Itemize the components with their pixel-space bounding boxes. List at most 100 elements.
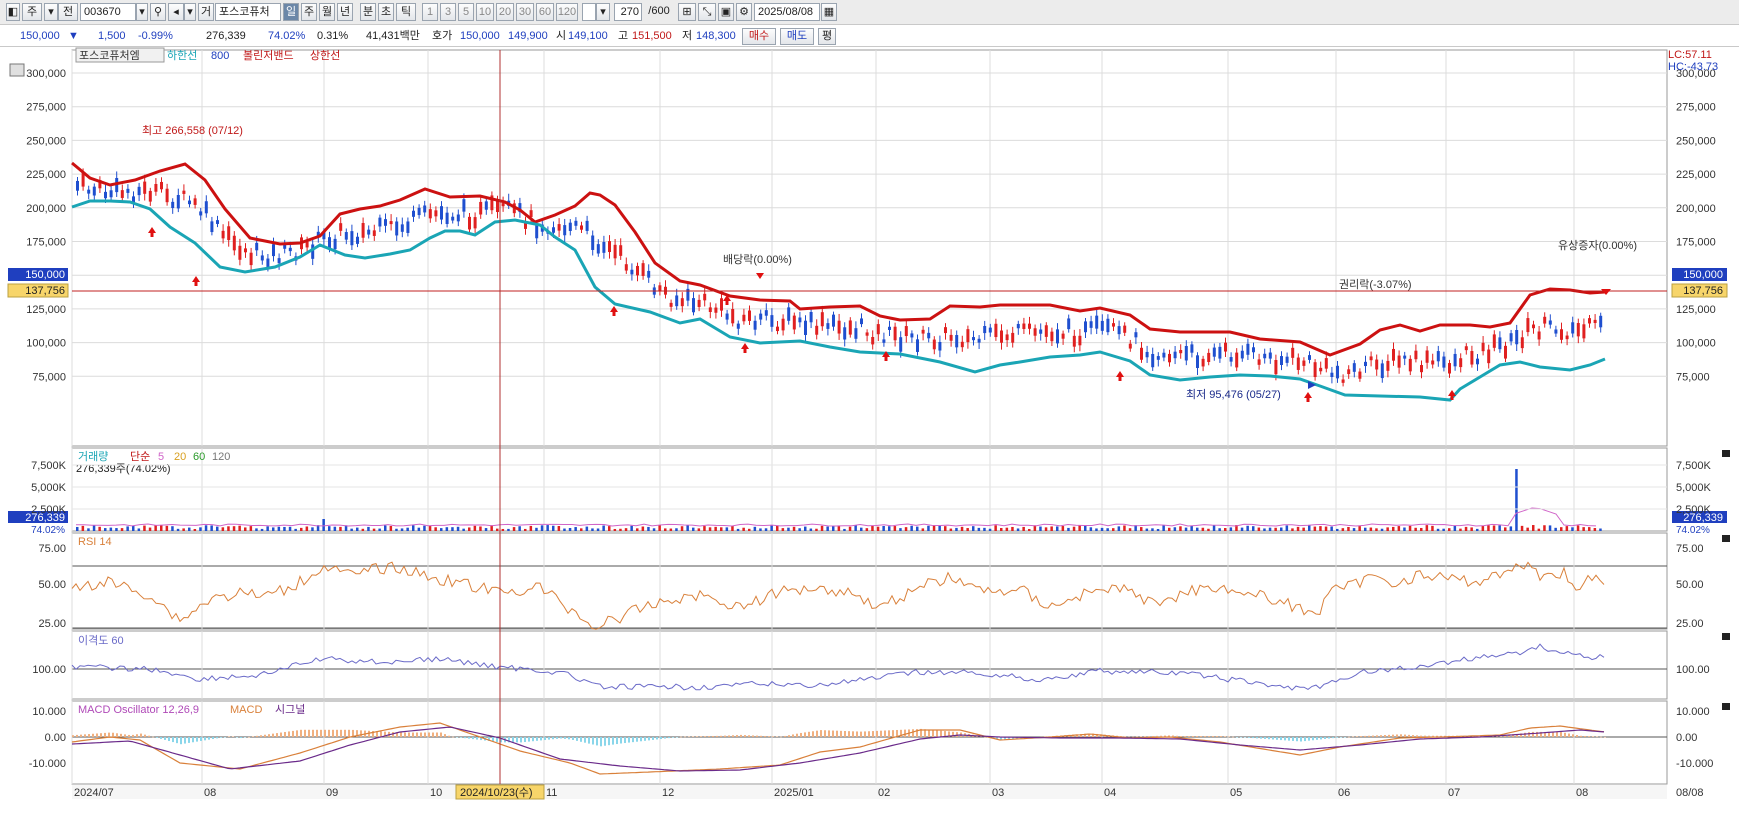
period-minute-button[interactable]: 분 [360, 3, 376, 21]
volume-bar [815, 528, 818, 531]
period-tick-button[interactable]: 틱 [396, 3, 416, 21]
volume-panel-close-icon[interactable] [1722, 450, 1730, 457]
minute-3-button[interactable]: 3 [440, 3, 456, 21]
custom-minute-input[interactable] [582, 3, 596, 21]
buy-button[interactable]: 매수 [742, 28, 776, 45]
volume-bar [1336, 528, 1339, 531]
chart-menu-icon[interactable]: ◧ [6, 3, 20, 21]
count-input[interactable]: 270 [614, 3, 642, 21]
legend-simple: 단순 [130, 450, 150, 463]
minute-60-button[interactable]: 60 [536, 3, 554, 21]
macd-panel-close-icon[interactable] [1722, 703, 1730, 710]
macd-histogram-bar [840, 730, 842, 737]
price-tick-label-left: 75,000 [32, 371, 66, 383]
date-input[interactable]: 2025/08/08 [754, 3, 820, 21]
period-week-button[interactable]: 주 [301, 3, 317, 21]
volume-bar [1067, 527, 1070, 531]
custom-minute-dropdown-icon[interactable]: ▾ [596, 3, 610, 21]
candle-body [1476, 358, 1479, 365]
macd-histogram-bar [260, 735, 262, 737]
sell-button[interactable]: 매도 [780, 28, 814, 45]
minute-10-button[interactable]: 10 [476, 3, 494, 21]
stock-chart[interactable]: 300,000 275,000 250,000 225,000 200,000 175,0… [0, 47, 1739, 838]
period-month-button[interactable]: 월 [319, 3, 335, 21]
disparity-tick-right: 100.00 [1676, 664, 1710, 676]
macd-histogram-bar [116, 733, 118, 737]
stock-code-input[interactable]: 003670 [80, 3, 136, 21]
type-week-button[interactable]: 주 [22, 3, 42, 21]
minute-20-button[interactable]: 20 [496, 3, 514, 21]
volume-bar [221, 527, 225, 531]
candle-body [154, 183, 158, 192]
macd-histogram-bar [1240, 737, 1242, 738]
crosshair-tool-icon[interactable]: ⊞ [678, 3, 696, 21]
period-second-button[interactable]: 초 [378, 3, 394, 21]
candle-body [613, 244, 617, 259]
period-year-button[interactable]: 년 [337, 3, 353, 21]
stock-tag: 거 [198, 3, 214, 21]
volume-badge-right [1672, 511, 1727, 523]
minute-1-button[interactable]: 1 [422, 3, 438, 21]
macd-histogram-bar [736, 735, 738, 737]
candle-body [216, 220, 219, 224]
search-icon[interactable]: ⚲ [150, 3, 166, 21]
volume-bar [400, 528, 404, 531]
candle-body [725, 313, 729, 320]
minute-5-button[interactable]: 5 [458, 3, 474, 21]
stock-dropdown-chevron-icon[interactable]: ▾ [136, 3, 148, 21]
minute-30-button[interactable]: 30 [516, 3, 534, 21]
macd-histogram-bar [352, 729, 354, 737]
volume-bar [546, 525, 549, 531]
volume-bar [580, 528, 583, 531]
stock-name-field[interactable]: 포스코퓨처 [215, 3, 281, 21]
macd-histogram-bar [1264, 737, 1266, 739]
macd-histogram-bar [868, 731, 870, 737]
candle-body [568, 222, 572, 231]
save-icon[interactable]: ▣ [718, 3, 734, 21]
type-prev-button[interactable]: 전 [58, 3, 78, 21]
candle-body [462, 199, 466, 212]
gear-icon[interactable]: ⚙ [736, 3, 752, 21]
minute-120-button[interactable]: 120 [556, 3, 578, 21]
candle-body [1582, 324, 1586, 339]
hoga-label: 호가 [432, 30, 453, 42]
eval-button[interactable]: 평 [818, 28, 836, 45]
macd-histogram-bar [468, 737, 470, 739]
volume-bar [255, 528, 258, 531]
macd-histogram-bar [1600, 736, 1602, 738]
candle-body [148, 190, 152, 202]
rsi-panel-close-icon[interactable] [1722, 535, 1730, 542]
speaker-dropdown-icon[interactable]: ▾ [184, 3, 196, 21]
volume-bar [675, 528, 678, 531]
volume-bar [832, 525, 835, 531]
macd-histogram-bar [1520, 733, 1522, 737]
disparity-panel-close-icon[interactable] [1722, 633, 1730, 640]
macd-histogram-bar [1284, 737, 1286, 741]
type-all-button[interactable]: ▾ [44, 3, 58, 21]
macd-histogram-bar [632, 737, 634, 743]
volume-bar [434, 527, 437, 531]
macd-histogram-bar [760, 735, 762, 737]
macd-histogram-bar [748, 735, 750, 737]
rsi-tick-right: 75.00 [1676, 543, 1704, 555]
candle-body [98, 179, 102, 189]
macd-histogram-bar [528, 737, 530, 742]
volume-bar [1106, 528, 1109, 531]
macd-histogram-bar [96, 733, 98, 737]
volume-bar [1532, 525, 1535, 531]
macd-histogram-bar [316, 729, 318, 737]
volume-bar [204, 525, 208, 531]
calendar-icon[interactable]: ▦ [821, 3, 837, 21]
volume-bar [1095, 528, 1098, 531]
volume-bar [1560, 527, 1563, 531]
panel-settings-icon[interactable] [9, 63, 25, 77]
volume-bar [238, 525, 241, 531]
speaker-icon[interactable]: ◂ [168, 3, 184, 21]
disparity-panel [71, 630, 1668, 700]
volume-bar [294, 528, 297, 531]
macd-histogram-bar [628, 737, 630, 743]
volume-bar [686, 525, 689, 531]
trend-tool-icon[interactable]: ⤡ [698, 3, 716, 21]
volume-bar [1184, 527, 1188, 531]
period-day-button[interactable]: 일 [283, 3, 299, 21]
